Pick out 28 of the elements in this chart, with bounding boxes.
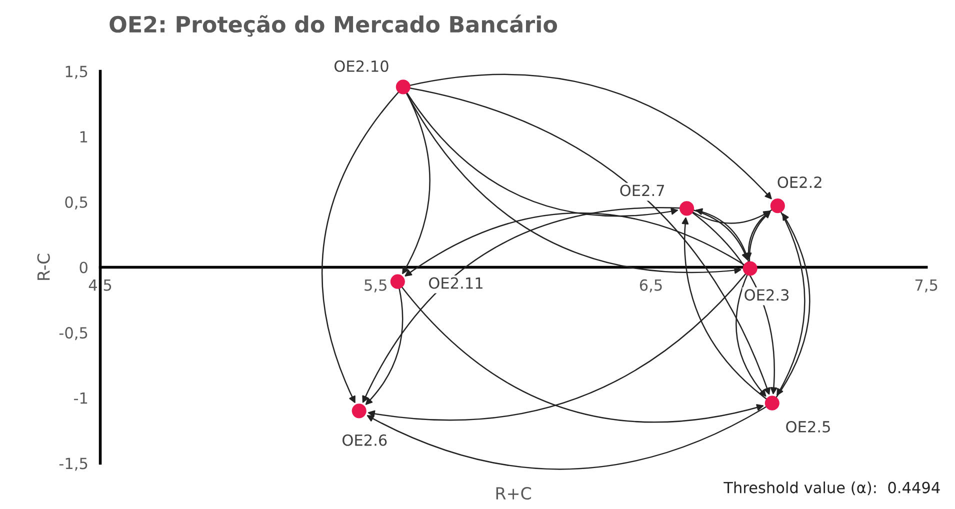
y-tick-label: 1,5 <box>66 66 88 79</box>
point <box>680 201 694 216</box>
y-tick-label: 1 <box>80 131 88 142</box>
x-tick-label: 7,5 <box>915 280 938 292</box>
y-tick-label: -0,5 <box>59 327 88 340</box>
x-tick-label: 5,5 <box>364 280 386 292</box>
x-axis-title: R+C <box>496 487 531 500</box>
annotation: OE2.7 <box>620 184 664 196</box>
annotation: OE2.5 <box>786 420 830 433</box>
point <box>770 198 785 214</box>
annotation: OE2.6 <box>342 434 387 446</box>
point <box>764 396 780 410</box>
annotation: OE2.10 <box>334 60 388 72</box>
y-axis-title: R-C <box>37 254 50 280</box>
annotation: OE2.11 <box>429 277 482 289</box>
y-tick-label: 0 <box>80 262 88 274</box>
point <box>390 274 405 289</box>
x-tick-label: 6,5 <box>640 279 662 292</box>
y-tick-label: 0,5 <box>65 196 88 210</box>
point <box>396 80 410 94</box>
point <box>742 261 758 276</box>
point <box>352 404 366 418</box>
y-tick-label: -1,5 <box>59 458 88 471</box>
chart-title: OE2: Proteção do Mercado Bancário <box>110 14 558 37</box>
annotation: OE2.2 <box>778 176 822 188</box>
y-tick-label: -1 <box>74 392 88 404</box>
annotation: OE2.3 <box>744 289 789 301</box>
text: Threshold value (α): 0.4494 <box>724 481 940 496</box>
